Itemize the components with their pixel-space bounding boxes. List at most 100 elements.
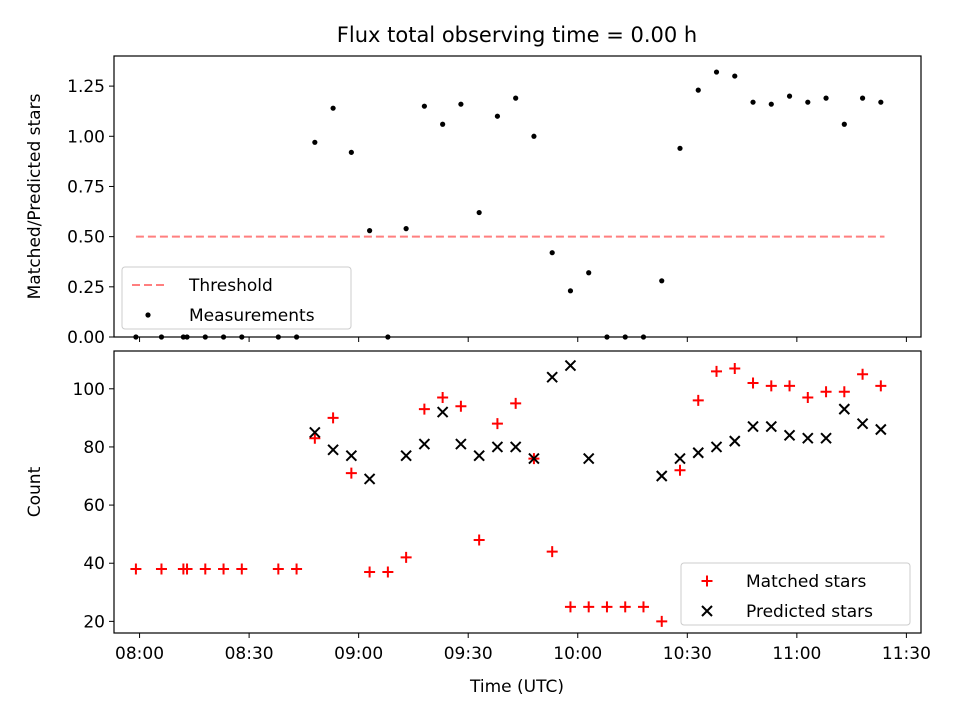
matched-star-point [473,534,485,546]
y-tick-label: 1.25 [67,77,105,97]
matched-star-point [272,563,284,575]
predicted-star-point [838,403,851,415]
measurement-point [695,87,701,93]
predicted-star-point [674,452,686,465]
matched-star-point [181,563,193,575]
count-panel: 08:00 08:30 09:00 09:30 10:00 10:30 11:00 11:30… [25,350,931,664]
measurement-point [622,334,628,340]
x-axis-label: Time (UTC) [469,677,564,697]
matched-star-point [601,601,613,613]
x-tick-label: 11:30 [882,644,931,664]
legend-measurement-swatch [145,312,151,318]
legend: Matched stars Predicted stars [680,562,911,626]
predicted-star-point [418,438,431,450]
measurement-point [549,250,555,256]
measurement-point [659,278,665,284]
measurement-point [567,288,574,294]
measurement-point [440,121,446,127]
legend-label: Matched stars [746,572,866,592]
measurement-point [604,334,610,340]
x-tick-label: 08:30 [225,644,274,664]
matched-star-point [619,601,631,613]
predicted-star-point [802,432,814,444]
predicted-star-point [582,452,595,465]
measurement-point [133,334,139,340]
x-tick-label: 10:00 [553,644,602,664]
predicted-star-point [327,444,339,456]
plot-frame [113,55,922,338]
y-tick-label: 60 [83,496,105,516]
measurement-point [878,99,884,105]
matched-star-point [747,377,759,389]
measurement-point [184,334,190,340]
matched-star-point [155,563,167,575]
legend-matched-swatch [701,575,713,587]
y-tick-label: 80 [83,438,105,458]
y-axis-label: Matched/Predicted stars [25,93,45,299]
matched-star-point [692,394,704,406]
matched-star-point [637,601,649,613]
predicted-star-point [509,441,522,453]
predicted-star-point [875,423,887,436]
matched-star-point [802,392,814,404]
legend-box [121,266,352,330]
y-tick-label: 40 [83,554,105,574]
matched-star-point [382,566,394,578]
chart-title: Flux total observing time = 0.00 h [337,23,697,47]
predicted-star-point [783,429,796,442]
measurement-point [805,99,811,105]
matched-star-point [583,601,595,613]
matched-star-point [364,566,376,578]
legend-box [680,562,911,626]
y-tick-label: 20 [83,612,105,632]
y-tick-label: 0.25 [67,278,105,298]
matched-star-point [199,563,211,575]
predicted-star-point [546,371,558,383]
matched-star-point [491,418,503,430]
matched-star-point [327,412,339,424]
matched-star-point [236,563,248,575]
matched-star-point [784,380,796,392]
matched-star-point [838,386,850,398]
legend-predicted-swatch [701,605,713,617]
matched-star-point [437,392,449,404]
matched-star-point [711,365,723,377]
predicted-star-point [528,452,540,465]
legend-label: Threshold [188,276,273,296]
measurement-point [586,270,592,276]
x-tick-label: 09:30 [444,644,493,664]
measurement-point [859,95,866,101]
predicted-star-point [692,447,704,459]
matched-star-point [546,546,558,558]
plot-frame [113,350,922,634]
y-tick-label: 0.75 [67,177,105,197]
x-tick-label: 10:30 [663,644,712,664]
measurement-point [677,145,683,151]
matched-star-point [820,386,832,398]
ratio-panel: 0.00 0.25 0.50 0.75 1.00 1.25 Matched/Predicte… [25,55,922,348]
predicted-star-point [564,359,577,372]
measurement-point [841,121,847,127]
matched-star-point [418,403,430,415]
measurement-point [180,334,186,340]
measurement-point [823,95,829,101]
measurement-point [494,113,501,119]
measurement-point [458,101,464,107]
matched-star-point [875,380,887,392]
measurement-point [239,334,245,340]
legend: Threshold Measurements [121,266,352,330]
measurement-point [640,334,647,340]
measurement-point [768,101,774,107]
predicted-star-point [765,420,777,433]
predicted-star-point [363,473,376,485]
matched-star-point [510,397,522,409]
matched-star-point [291,563,303,575]
measurement-point [531,133,537,139]
predicted-star-point [729,435,741,447]
matched-star-point [656,615,668,627]
predicted-star-point [710,441,723,453]
predicted-star-point [656,470,668,482]
predicted-star-point [436,406,449,418]
y-tick-label: 1.00 [67,127,105,147]
